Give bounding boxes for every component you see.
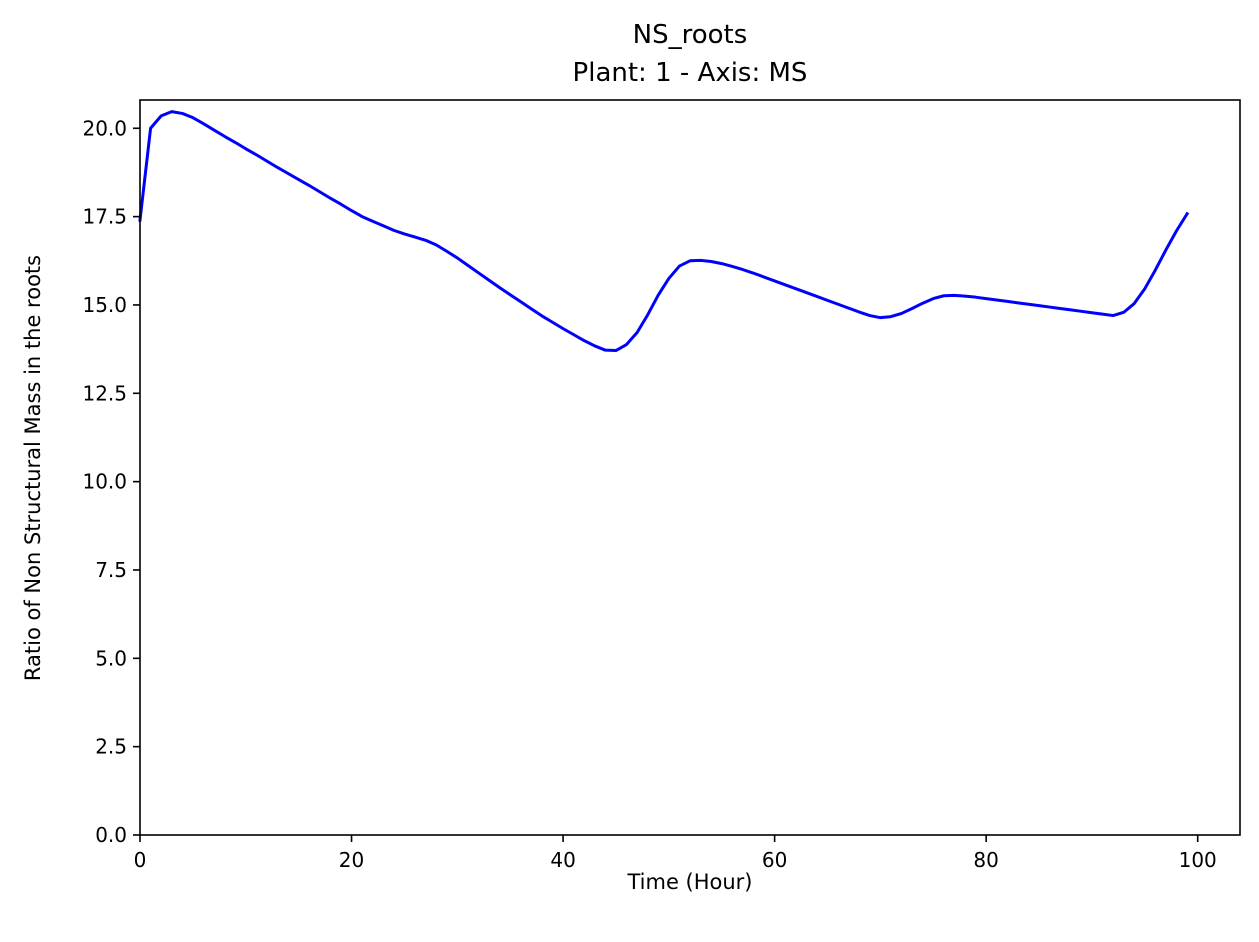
- x-axis: 0 20 40 60 80 100: [134, 835, 1217, 872]
- y-tick-label: 2.5: [95, 735, 127, 759]
- y-tick-label: 5.0: [95, 646, 127, 670]
- x-tick-label: 80: [973, 848, 998, 872]
- chart-title: NS_roots: [633, 20, 748, 50]
- y-tick-label: 17.5: [82, 205, 127, 229]
- x-tick-label: 20: [339, 848, 364, 872]
- y-tick-label: 7.5: [95, 558, 127, 582]
- chart-subtitle: Plant: 1 - Axis: MS: [573, 58, 808, 88]
- x-axis-label: Time (Hour): [626, 870, 752, 894]
- x-tick-label: 100: [1179, 848, 1217, 872]
- x-tick-label: 60: [762, 848, 787, 872]
- y-tick-label: 12.5: [82, 381, 127, 405]
- axes-frame: [139, 99, 1241, 836]
- y-tick-label: 20.0: [82, 116, 127, 140]
- x-tick-label: 40: [550, 848, 575, 872]
- y-axis-label: Ratio of Non Structural Mass in the root…: [21, 255, 45, 681]
- series-line: [138, 110, 1190, 353]
- plot-area: [138, 110, 1190, 353]
- y-tick-label: 15.0: [82, 293, 127, 317]
- x-tick-label: 0: [134, 848, 147, 872]
- y-tick-label: 10.0: [82, 470, 127, 494]
- y-tick-label: 0.0: [95, 823, 127, 847]
- y-axis: 0.0 2.5 5.0 7.5 10.0 12.5 15.0 17.5 20.0: [82, 116, 140, 847]
